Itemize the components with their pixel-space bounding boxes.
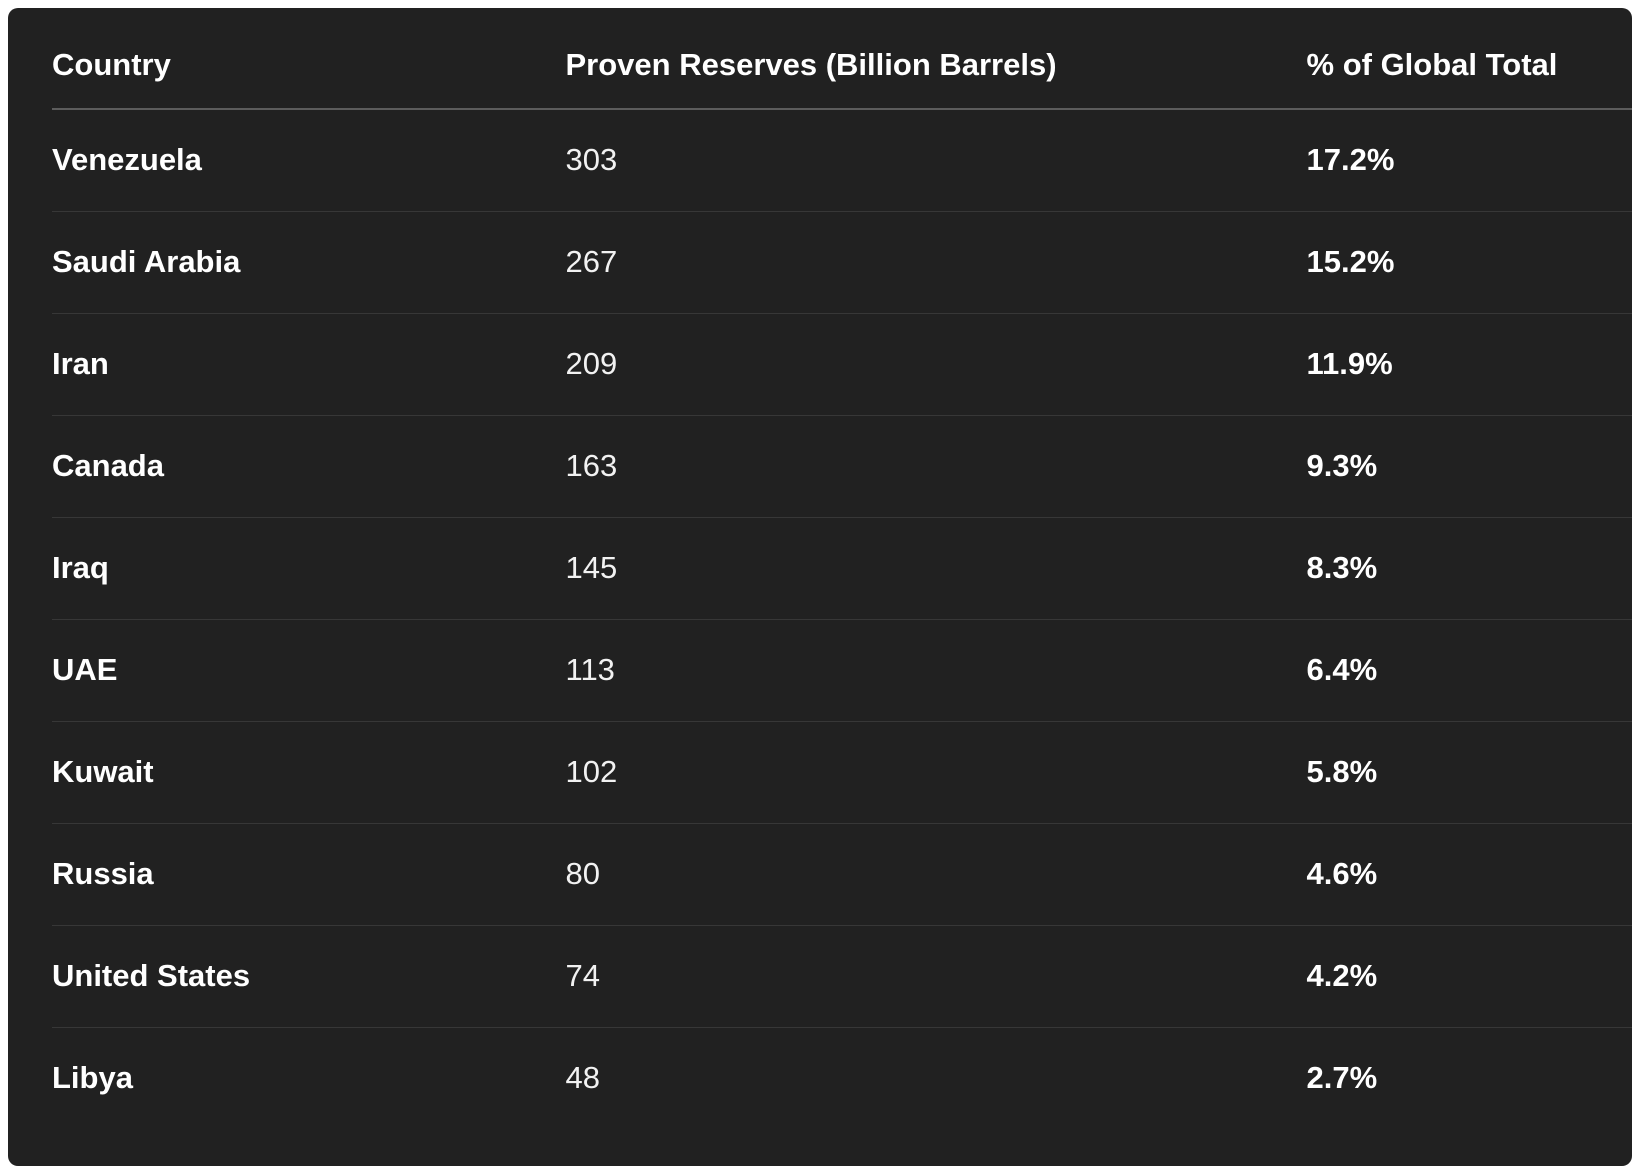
cell-country: United States [52,925,566,1028]
header-row: Country Proven Reserves (Billion Barrels… [52,34,1632,110]
cell-reserves: 145 [565,517,1307,620]
cell-reserves: 163 [565,415,1307,518]
cell-reserves: 113 [565,619,1307,722]
cell-percent: 8.3% [1306,517,1632,620]
cell-reserves: 267 [565,211,1307,314]
cell-reserves: 209 [565,313,1307,416]
cell-percent: 9.3% [1306,415,1632,518]
cell-reserves: 102 [565,721,1307,824]
cell-country: Iran [52,313,566,416]
cell-country: Kuwait [52,721,566,824]
cell-country: Iraq [52,517,566,620]
column-header-percent: % of Global Total [1306,34,1632,110]
reserves-table-card: Country Proven Reserves (Billion Barrels… [8,8,1632,1166]
cell-reserves: 74 [565,925,1307,1028]
table-row: United States 74 4.2% [52,925,1632,1028]
cell-reserves: 80 [565,823,1307,926]
cell-country: UAE [52,619,566,722]
cell-reserves: 303 [565,109,1307,212]
cell-percent: 17.2% [1306,109,1632,212]
cell-percent: 11.9% [1306,313,1632,416]
table-row: Iran 209 11.9% [52,313,1632,416]
cell-country: Saudi Arabia [52,211,566,314]
table-body: Venezuela 303 17.2% Saudi Arabia 267 15.… [52,109,1632,1129]
table-row: UAE 113 6.4% [52,619,1632,722]
column-header-reserves: Proven Reserves (Billion Barrels) [565,34,1307,110]
table-row: Venezuela 303 17.2% [52,109,1632,212]
cell-country: Russia [52,823,566,926]
oil-reserves-table: Country Proven Reserves (Billion Barrels… [52,34,1632,1129]
cell-reserves: 48 [565,1060,600,1095]
cell-percent: 6.4% [1306,619,1632,722]
table-row: Canada 163 9.3% [52,415,1632,518]
table-row: Libya 48 2.7% [52,1028,1632,1130]
cell-percent: 4.6% [1306,823,1632,926]
table-row: Russia 80 4.6% [52,823,1632,926]
cell-percent: 15.2% [1306,211,1632,314]
cell-percent: 4.2% [1306,925,1632,1028]
table-row: Saudi Arabia 267 15.2% [52,211,1632,314]
table-row: Iraq 145 8.3% [52,517,1632,620]
table-header: Country Proven Reserves (Billion Barrels… [52,34,1632,110]
column-header-country: Country [52,34,566,110]
cell-percent: 2.7% [1306,1060,1378,1095]
cell-country: Venezuela [52,109,566,212]
cell-country: Canada [52,415,566,518]
cell-percent: 5.8% [1306,721,1632,824]
table-row: Kuwait 102 5.8% [52,721,1632,824]
cell-country: Libya [52,1060,133,1095]
